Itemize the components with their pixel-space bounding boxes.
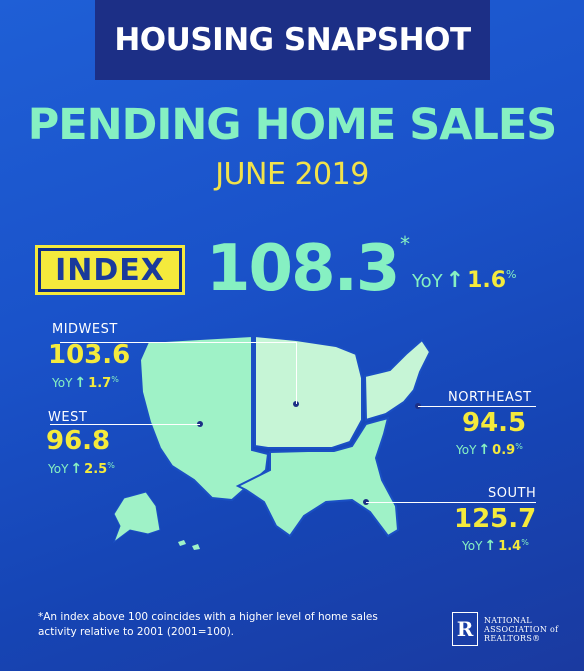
up-arrow-icon: ↑ <box>70 461 83 477</box>
logo-line2: ASSOCIATION of <box>484 624 559 634</box>
header-title: HOUSING SNAPSHOT <box>114 22 471 58</box>
leader-line-south <box>366 502 536 503</box>
region-value-west: 96.8 <box>46 426 111 456</box>
us-map <box>112 334 430 550</box>
leader-line-northeast <box>418 406 536 407</box>
region-value-midwest: 103.6 <box>48 340 131 370</box>
up-arrow-icon: ↑ <box>445 268 465 293</box>
index-yoy-value: 1.6 <box>467 268 507 293</box>
logo-line1: NATIONAL <box>484 615 532 625</box>
nar-logo: R NATIONAL ASSOCIATION of REALTORS® <box>452 612 558 646</box>
region-value-south: 125.7 <box>454 504 537 534</box>
west-yoy-label: YoY <box>48 462 69 476</box>
realtor-r-icon: R <box>452 612 478 646</box>
index-badge: INDEX <box>35 245 185 295</box>
midwest-yoy-value: 1.7 <box>88 376 112 391</box>
up-arrow-icon: ↑ <box>484 538 497 554</box>
index-asterisk: * <box>400 232 410 256</box>
subtitle-date: JUNE 2019 <box>215 157 369 192</box>
index-yoy-unit: % <box>506 268 517 281</box>
up-arrow-icon: ↑ <box>478 442 491 458</box>
map-region-northeast <box>363 338 430 422</box>
northeast-yoy-label: YoY <box>456 443 477 457</box>
region-yoy-west: YoY ↑ 2.5 % <box>48 461 115 477</box>
south-yoy-unit: % <box>521 538 529 547</box>
south-yoy-label: YoY <box>462 539 483 553</box>
region-name-south: SOUTH <box>488 486 537 501</box>
index-yoy-label: YoY <box>412 271 443 292</box>
logo-text: NATIONAL ASSOCIATION of REALTORS® <box>484 616 558 643</box>
region-value-northeast: 94.5 <box>462 408 527 438</box>
header-bar: HOUSING SNAPSHOT <box>95 0 490 80</box>
marker-west <box>197 421 203 427</box>
west-yoy-unit: % <box>107 461 115 470</box>
map-region-hawaii <box>178 540 200 550</box>
leader-line-midwest <box>60 342 296 343</box>
northeast-yoy-value: 0.9 <box>492 443 516 458</box>
marker-midwest <box>293 401 299 407</box>
index-value: 108.3 <box>206 232 400 306</box>
index-yoy: YoY ↑ 1.6 % <box>412 268 517 293</box>
main-title: PENDING HOME SALES <box>27 100 558 150</box>
region-yoy-south: YoY ↑ 1.4 % <box>462 538 529 554</box>
up-arrow-icon: ↑ <box>74 375 87 391</box>
region-name-west: WEST <box>48 410 88 425</box>
west-yoy-value: 2.5 <box>84 462 108 477</box>
region-yoy-northeast: YoY ↑ 0.9 % <box>456 442 523 458</box>
south-yoy-value: 1.4 <box>498 539 522 554</box>
map-region-west <box>138 334 270 502</box>
region-name-northeast: NORTHEAST <box>448 390 532 405</box>
region-name-midwest: MIDWEST <box>52 322 118 337</box>
midwest-yoy-unit: % <box>111 375 119 384</box>
northeast-yoy-unit: % <box>515 442 523 451</box>
leader-line-west <box>50 424 200 425</box>
map-region-south <box>235 416 400 538</box>
leader-line-midwest-drop <box>296 342 297 404</box>
midwest-yoy-label: YoY <box>52 376 73 390</box>
logo-line3: REALTORS® <box>484 633 541 643</box>
map-region-alaska <box>112 491 161 544</box>
footnote: *An index above 100 coincides with a hig… <box>38 611 378 638</box>
index-badge-label: INDEX <box>55 252 165 288</box>
region-yoy-midwest: YoY ↑ 1.7 % <box>52 375 119 391</box>
map-region-midwest <box>254 334 363 449</box>
logo-mark-letter: R <box>456 617 474 641</box>
